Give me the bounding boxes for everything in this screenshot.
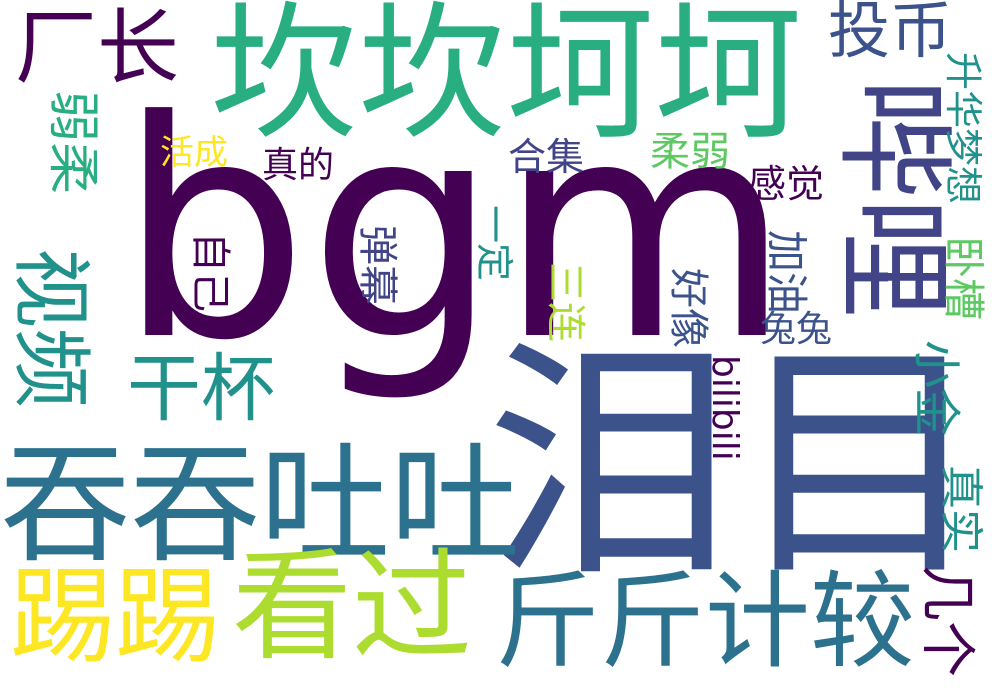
word-jinjin: 斤斤计较 [495, 561, 916, 683]
word-kankan: 坎坎坷坷 [210, 0, 802, 160]
word-toubi: 投币 [828, 0, 953, 67]
word-leimu: 泪目 [485, 319, 985, 610]
word-titi: 踢踢 [10, 556, 221, 678]
word-haoxiang: 好像 [665, 268, 711, 348]
word-sanlian: 三连 [542, 262, 588, 342]
word-tutu: 兔兔 [760, 309, 833, 350]
word-shipin: 视频 [4, 248, 97, 408]
word-yiding: 一定 [472, 205, 516, 282]
word-bgm: bgm [118, 57, 792, 406]
word-changzhang: 厂长 [15, 1, 180, 96]
word-xiaojin: 小金 [908, 340, 964, 437]
word-kanguo: 看过 [232, 538, 472, 677]
word-ziji: 自己 [187, 232, 233, 312]
word-jige: 几个 [914, 565, 979, 677]
word-bilibili: bilibili [704, 355, 745, 461]
word-shenghua: 升华梦想 [941, 52, 985, 205]
word-bili: 哔哩 [823, 78, 962, 318]
word-tuntun: 吞吞吐吐 [0, 429, 521, 581]
word-jiayou: 加油 [762, 230, 811, 315]
word-zhende: 真的 [262, 145, 335, 186]
word-woca: 卧槽 [939, 236, 988, 321]
word-heji: 合集 [508, 135, 585, 179]
word-huocheng: 活成 [160, 133, 228, 173]
word-ganbei: 干杯 [127, 346, 275, 432]
word-ganjue: 感觉 [748, 162, 825, 206]
word-rouruo: 柔弱 [650, 129, 730, 175]
word-ruorou: 弱柔 [42, 90, 102, 195]
word-zhenshi: 真实 [935, 465, 986, 553]
word-danmu: 弹幕 [354, 225, 400, 305]
